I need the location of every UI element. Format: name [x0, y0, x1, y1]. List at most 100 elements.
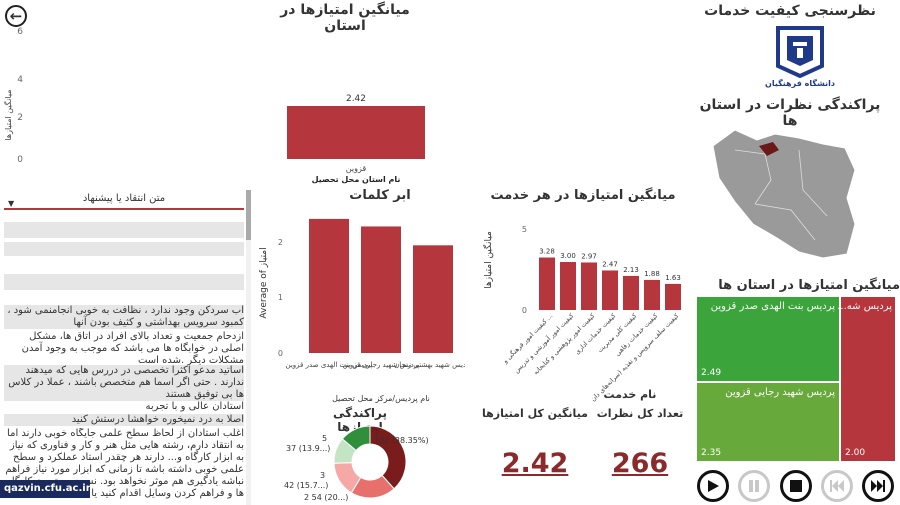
word-chart-title: ابر کلمات	[349, 188, 411, 203]
donut-label: 42 (15.7...)	[284, 481, 328, 490]
data-label: 2.47	[602, 260, 618, 268]
play-icon	[708, 480, 719, 492]
treemap: پردیس بنت الهدی صدر قزوین 2.49 پردیس شهی…	[696, 296, 896, 464]
tick-label: 1	[278, 293, 283, 302]
logo-caption: دانشگاه فرهنگیان	[765, 79, 835, 88]
next-button[interactable]	[862, 470, 894, 502]
x-axis-label: نام پردیس/مرکز محل تحصیل	[332, 394, 430, 403]
bar-service	[623, 275, 639, 310]
comment-item: اصلا به درد نمیخوره خواهشا درستش کنید	[4, 414, 244, 426]
stop-button[interactable]	[780, 470, 812, 502]
category-label: پردیس بنت الهدی صدر قزوین	[286, 361, 373, 369]
treemap-cell-value: 2.00	[845, 448, 866, 458]
treemap-cell-label: پردیس بنت الهدی صدر قزوین	[710, 301, 835, 312]
data-label: 2.97	[581, 252, 597, 260]
previous-button[interactable]	[821, 470, 853, 502]
tick-label: 5	[522, 225, 527, 234]
donut-label: 5	[322, 434, 327, 443]
tick-label: 6	[17, 27, 23, 37]
campus-bar-chart: 2 1 0 Average of امتیاز پردیس بنت الهدی …	[259, 218, 465, 403]
pause-button[interactable]	[738, 470, 770, 502]
donut-label: 1	[374, 428, 379, 437]
donut-chart: 1 102 (38.35%) 5 37 (13.9...) 3 42 (15.7…	[284, 425, 429, 502]
donut-label: 102 (38.35%)	[374, 436, 429, 445]
qazvin-region	[759, 142, 779, 156]
comments-table: متن انتقاد یا پیشنهاد ▼ آب سردکن وجود ند…	[0, 190, 252, 505]
y-axis-label: Average of امتیاز	[259, 247, 269, 318]
skip-back-icon	[830, 480, 844, 492]
tick-label: 2	[17, 113, 23, 123]
watermark-text: qazvin.cfu.ac.ir	[4, 483, 91, 494]
bar-service	[539, 257, 555, 310]
tick-label: 0	[17, 155, 23, 165]
treemap-title: میانگین امتیازها در استان ها	[718, 278, 900, 293]
category-label: پردیس شهید بهشتی زنجان	[394, 361, 465, 369]
kpi-avg-value: 2.42	[501, 448, 569, 479]
back-button[interactable]: ←	[5, 5, 27, 27]
bar-campus	[361, 226, 401, 353]
tick-label: 4	[17, 75, 23, 85]
donut-slice	[341, 425, 371, 452]
comment-item: آب سردکن وجود ندارد ، نظافت به خوبی انجا…	[4, 305, 244, 329]
y-axis-label: میانگین امتیازها	[482, 231, 494, 289]
bar-service	[602, 270, 618, 310]
treemap-cell-value: 2.49	[701, 368, 722, 378]
kpi-total-value: 266	[611, 448, 669, 479]
brand-title: نظرسنجی کیفیت خدمات	[704, 3, 876, 19]
comments-header[interactable]: متن انتقاد یا پیشنهاد	[4, 190, 244, 210]
treemap-cell[interactable]: پردیس بنت الهدی صدر قزوین 2.49	[696, 296, 840, 382]
kpi-avg-label: میانگین کل امتیازها	[481, 407, 588, 420]
donut-slice	[369, 425, 407, 490]
watermark: qazvin.cfu.ac.ir	[0, 480, 91, 498]
bar-service	[581, 262, 597, 310]
arrow-left-icon: ←	[9, 6, 23, 25]
treemap-cell[interactable]: پردیس شه... 2.00	[837, 296, 896, 462]
donut-label: 37 (13.9...)	[286, 444, 330, 453]
treemap-cell-label: پردیس شه...	[837, 301, 892, 312]
table-row[interactable]	[4, 242, 244, 258]
comment-item: اساتید مدعو اکثرا تخصصی در دررس هایی که …	[4, 365, 244, 401]
treemap-cell-label: پردیس شهید رجایی قزوین	[725, 387, 835, 398]
table-row[interactable]	[4, 222, 244, 238]
data-label: 3.00	[560, 252, 576, 260]
bar-campus	[413, 245, 453, 353]
column-header: متن انتقاد یا پیشنهاد	[82, 193, 166, 204]
data-label: 1.63	[665, 274, 681, 282]
kpi-total-label: تعداد کل نظرات	[596, 407, 684, 420]
bar-service	[644, 279, 660, 310]
university-logo	[772, 22, 828, 79]
skip-forward-icon	[871, 480, 885, 492]
donut-label: 2 54 (20...)	[304, 493, 348, 502]
play-button[interactable]	[697, 470, 729, 502]
table-row[interactable]	[4, 256, 244, 270]
x-axis-label: نام استان محل تحصیل	[312, 175, 401, 184]
comment-item: اغلب استادان از لحاظ سطح علمی جایگاه خوب…	[5, 428, 244, 499]
data-label: 1.88	[644, 270, 660, 278]
sort-icon[interactable]: ▼	[8, 199, 15, 208]
tick-label: 0	[278, 349, 283, 358]
bar-service	[665, 283, 681, 310]
treemap-cell-value: 2.35	[701, 448, 722, 458]
comment-item: استادان عالی و با تجربه	[145, 401, 244, 412]
bar-qazvin	[287, 106, 425, 159]
main-title: میانگین امتیازها در استان	[280, 2, 410, 34]
top-bar-chart: 6 4 2 0 میانگین امتیازها 2.42 قزوین نام …	[3, 27, 425, 184]
data-label: 2.13	[623, 266, 639, 274]
tick-label: 2	[278, 238, 283, 247]
map-title: پراکندگی نظرات در استان ها	[699, 97, 881, 129]
data-label: 3.28	[539, 248, 555, 256]
bar-service	[560, 262, 576, 310]
scrollbar[interactable]	[246, 190, 251, 505]
pause-icon	[749, 480, 759, 492]
bar-campus	[309, 218, 349, 353]
category-label: پردیس شهید رجایی قزوین	[343, 361, 420, 369]
data-label: 2.42	[346, 94, 366, 104]
scrollbar-thumb[interactable]	[246, 190, 251, 240]
treemap-cell[interactable]: پردیس شهید رجایی قزوین 2.35	[696, 382, 840, 462]
donut-label: 3	[320, 471, 325, 480]
x-axis-label: نام خدمت	[604, 388, 657, 401]
table-row[interactable]	[4, 274, 244, 290]
category-label: قزوین	[346, 164, 367, 173]
iran-map	[712, 129, 856, 259]
